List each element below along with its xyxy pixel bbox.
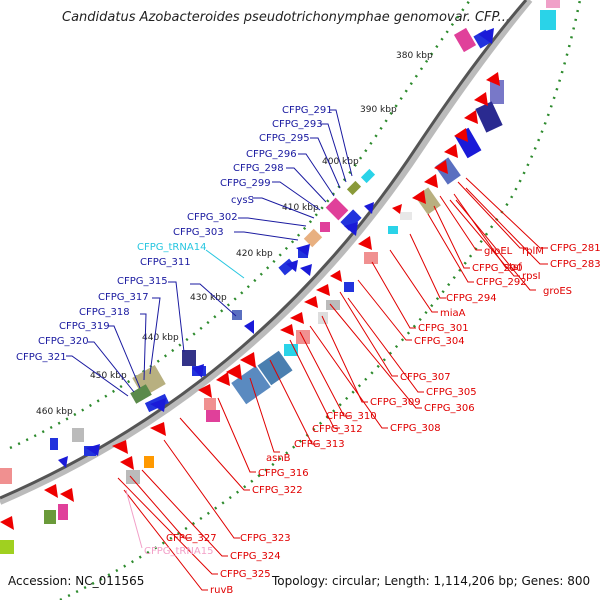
gene-label[interactable]: CFPG_324: [230, 551, 281, 562]
gene-label[interactable]: asnB: [266, 453, 291, 464]
map-title: Candidatus Azobacteroides pseudotrichony…: [62, 10, 510, 25]
gene-label[interactable]: CFPG_294: [446, 293, 497, 304]
gene-label[interactable]: CFPG_293: [272, 119, 323, 130]
trna-label[interactable]: CFPG_tRNA15: [144, 546, 213, 557]
kbp-scale: 380 kbp 390 kbp 400 kbp 410 kbp 420 kbp …: [36, 51, 433, 417]
scale-label: 430 kbp: [190, 293, 227, 303]
blue-arrows: [58, 28, 494, 468]
topology-label: Topology: circular; Length: 1,114,206 bp…: [272, 574, 591, 588]
gene-label[interactable]: groEL: [484, 246, 513, 257]
gene-label[interactable]: CFPG_302: [187, 212, 238, 223]
accession-label: Accession: NC_011565: [8, 574, 145, 588]
scale-label: 400 kbp: [322, 157, 359, 167]
gene-label[interactable]: CFPG_308: [390, 423, 441, 434]
scale-label: 390 kbp: [360, 105, 397, 115]
scale-label: 380 kbp: [396, 51, 433, 61]
gene-label[interactable]: cysS: [231, 195, 254, 206]
trna14-leader-line: [205, 249, 245, 279]
gene-label[interactable]: CFPG_320: [38, 336, 89, 347]
genome-backbone: [0, 0, 528, 500]
gene-label[interactable]: ruvB: [210, 585, 233, 596]
red-arrows: [0, 72, 500, 530]
right-leader-lines: [117, 177, 548, 591]
gene-label[interactable]: CFPG_304: [414, 336, 465, 347]
gene-label[interactable]: CFPG_312: [312, 424, 363, 435]
gene-label[interactable]: rpsI: [522, 271, 541, 282]
gene-label[interactable]: CFPG_290: [472, 263, 523, 274]
scale-label: 420 kbp: [236, 249, 273, 259]
gene-label[interactable]: miaA: [440, 308, 466, 319]
gene-label[interactable]: CFPG_281: [550, 243, 600, 254]
gene-label[interactable]: CFPG_321: [16, 352, 67, 363]
gene-label[interactable]: CFPG_296: [246, 149, 297, 160]
genome-backbone-shadow: [0, 0, 533, 505]
gene-label[interactable]: CFPG_306: [424, 403, 475, 414]
gene-label[interactable]: CFPG_325: [220, 569, 271, 580]
gene-label[interactable]: CFPG_303: [173, 227, 224, 238]
right-labels: CFPG_281 rplM CFPG_283 tsf rpsI groEL CF…: [144, 243, 600, 596]
gene-label[interactable]: CFPG_316: [258, 468, 309, 479]
gene-label[interactable]: CFPG_317: [98, 292, 149, 303]
gene-label[interactable]: CFPG_318: [79, 307, 130, 318]
trna15-leader-line: [125, 489, 143, 549]
trna-label[interactable]: CFPG_tRNA14: [137, 242, 206, 253]
gene-label[interactable]: CFPG_305: [426, 387, 477, 398]
gene-label[interactable]: CFPG_299: [220, 178, 271, 189]
gene-label[interactable]: CFPG_307: [400, 372, 451, 383]
gene-label[interactable]: CFPG_283: [550, 259, 600, 270]
gene-label[interactable]: groES: [543, 286, 572, 297]
gene-label[interactable]: rplM: [522, 246, 544, 257]
gene-label[interactable]: CFPG_292: [476, 277, 527, 288]
gene-label[interactable]: CFPG_311: [140, 257, 191, 268]
gene-label[interactable]: tsf: [509, 262, 522, 273]
gene-label[interactable]: CFPG_291: [282, 105, 333, 116]
gene-label[interactable]: CFPG_313: [294, 439, 345, 450]
left-leader-lines: [66, 109, 353, 397]
scale-label: 450 kbp: [90, 371, 127, 381]
gene-label[interactable]: CFPG_309: [370, 397, 421, 408]
scale-label: 460 kbp: [36, 407, 73, 417]
gene-label[interactable]: CFPG_295: [259, 133, 310, 144]
gene-label[interactable]: CFPG_298: [233, 163, 284, 174]
gene-label[interactable]: CFPG_310: [326, 411, 377, 422]
gene-label[interactable]: CFPG_319: [59, 321, 110, 332]
gene-label[interactable]: CFPG_327: [166, 533, 217, 544]
scale-label: 440 kbp: [142, 333, 179, 343]
gene-label[interactable]: CFPG_301: [418, 323, 469, 334]
gene-label[interactable]: CFPG_323: [240, 533, 291, 544]
left-labels: CFPG_291 CFPG_293 CFPG_295 CFPG_296 CFPG…: [16, 105, 333, 363]
scale-label: 410 kbp: [282, 203, 319, 213]
gene-label[interactable]: CFPG_315: [117, 276, 168, 287]
gene-label[interactable]: CFPG_322: [252, 485, 303, 496]
